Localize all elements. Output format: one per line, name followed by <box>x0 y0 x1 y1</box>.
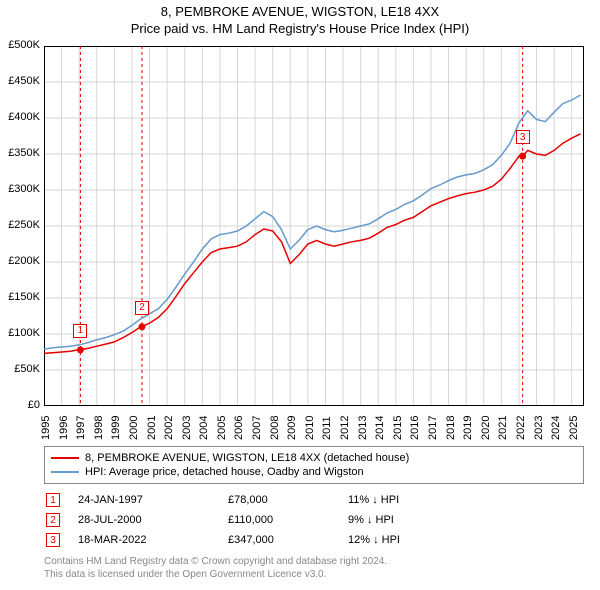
chart-plot-area <box>44 46 584 406</box>
legend-item: HPI: Average price, detached house, Oadb… <box>51 465 577 479</box>
y-tick-label: £400K <box>0 111 40 123</box>
sale-marker-badge: 3 <box>516 130 530 144</box>
footer-line2: This data is licensed under the Open Gov… <box>44 569 584 582</box>
x-tick-label: 2015 <box>392 416 404 440</box>
x-tick-label: 2006 <box>233 416 245 440</box>
x-tick-label: 2019 <box>462 416 474 440</box>
y-tick-label: £200K <box>0 255 40 267</box>
y-tick-label: £500K <box>0 39 40 51</box>
chart-container: 8, PEMBROKE AVENUE, WIGSTON, LE18 4XX Pr… <box>0 0 600 590</box>
x-tick-label: 1997 <box>75 416 87 440</box>
sale-marker-badge: 2 <box>135 301 149 315</box>
x-tick-label: 2012 <box>339 416 351 440</box>
x-tick-label: 2023 <box>533 416 545 440</box>
x-tick-label: 2001 <box>146 416 158 440</box>
x-tick-label: 2025 <box>568 416 580 440</box>
x-tick-label: 2002 <box>163 416 175 440</box>
x-tick-label: 1999 <box>110 416 122 440</box>
sales-table-row: 1 24-JAN-1997£78,00011% ↓ HPI <box>44 490 584 510</box>
title-block: 8, PEMBROKE AVENUE, WIGSTON, LE18 4XX Pr… <box>0 0 600 36</box>
y-tick-label: £250K <box>0 219 40 231</box>
y-tick-label: £350K <box>0 147 40 159</box>
x-tick-label: 2017 <box>427 416 439 440</box>
x-tick-label: 2022 <box>515 416 527 440</box>
sale-number-badge: 1 <box>46 493 60 507</box>
footer-attribution: Contains HM Land Registry data © Crown c… <box>44 556 584 581</box>
y-tick-label: £450K <box>0 75 40 87</box>
x-tick-label: 2000 <box>128 416 140 440</box>
y-tick-label: £300K <box>0 183 40 195</box>
x-tick-label: 2014 <box>374 416 386 440</box>
x-tick-label: 2008 <box>269 416 281 440</box>
legend-item: 8, PEMBROKE AVENUE, WIGSTON, LE18 4XX (d… <box>51 451 577 465</box>
sale-number-badge: 2 <box>46 513 60 527</box>
sale-price: £78,000 <box>228 494 348 506</box>
x-tick-label: 2009 <box>286 416 298 440</box>
footer-line1: Contains HM Land Registry data © Crown c… <box>44 556 584 569</box>
sale-vs-hpi: 9% ↓ HPI <box>348 514 468 526</box>
y-tick-label: £150K <box>0 291 40 303</box>
x-tick-label: 1998 <box>93 416 105 440</box>
x-tick-label: 2021 <box>497 416 509 440</box>
legend-swatch <box>51 457 79 459</box>
title-address: 8, PEMBROKE AVENUE, WIGSTON, LE18 4XX <box>0 4 600 19</box>
sale-date: 24-JAN-1997 <box>78 494 228 506</box>
x-tick-label: 2018 <box>445 416 457 440</box>
sales-table-row: 3 18-MAR-2022£347,00012% ↓ HPI <box>44 530 584 550</box>
legend-label: 8, PEMBROKE AVENUE, WIGSTON, LE18 4XX (d… <box>85 452 409 464</box>
y-tick-label: £100K <box>0 327 40 339</box>
x-tick-label: 2011 <box>321 416 333 440</box>
x-tick-label: 2016 <box>409 416 421 440</box>
x-tick-label: 2004 <box>198 416 210 440</box>
legend-label: HPI: Average price, detached house, Oadb… <box>85 466 364 478</box>
x-tick-label: 1996 <box>58 416 70 440</box>
x-tick-label: 2010 <box>304 416 316 440</box>
x-tick-label: 2005 <box>216 416 228 440</box>
x-tick-label: 2007 <box>251 416 263 440</box>
sale-marker-badge: 1 <box>73 324 87 338</box>
sale-price: £110,000 <box>228 514 348 526</box>
sale-number-badge: 3 <box>46 533 60 547</box>
x-tick-label: 2020 <box>480 416 492 440</box>
title-subtitle: Price paid vs. HM Land Registry's House … <box>0 21 600 36</box>
sale-vs-hpi: 12% ↓ HPI <box>348 534 468 546</box>
sale-date: 28-JUL-2000 <box>78 514 228 526</box>
sale-price: £347,000 <box>228 534 348 546</box>
y-tick-label: £50K <box>0 363 40 375</box>
x-tick-label: 2013 <box>357 416 369 440</box>
x-tick-label: 2024 <box>550 416 562 440</box>
sales-table: 1 24-JAN-1997£78,00011% ↓ HPI 2 28-JUL-2000… <box>44 490 584 550</box>
sale-date: 18-MAR-2022 <box>78 534 228 546</box>
x-tick-label: 2003 <box>181 416 193 440</box>
y-tick-label: £0 <box>0 399 40 411</box>
sale-vs-hpi: 11% ↓ HPI <box>348 494 468 506</box>
x-tick-label: 1995 <box>40 416 52 440</box>
legend: 8, PEMBROKE AVENUE, WIGSTON, LE18 4XX (d… <box>44 446 584 484</box>
legend-swatch <box>51 471 79 473</box>
sales-table-row: 2 28-JUL-2000£110,0009% ↓ HPI <box>44 510 584 530</box>
